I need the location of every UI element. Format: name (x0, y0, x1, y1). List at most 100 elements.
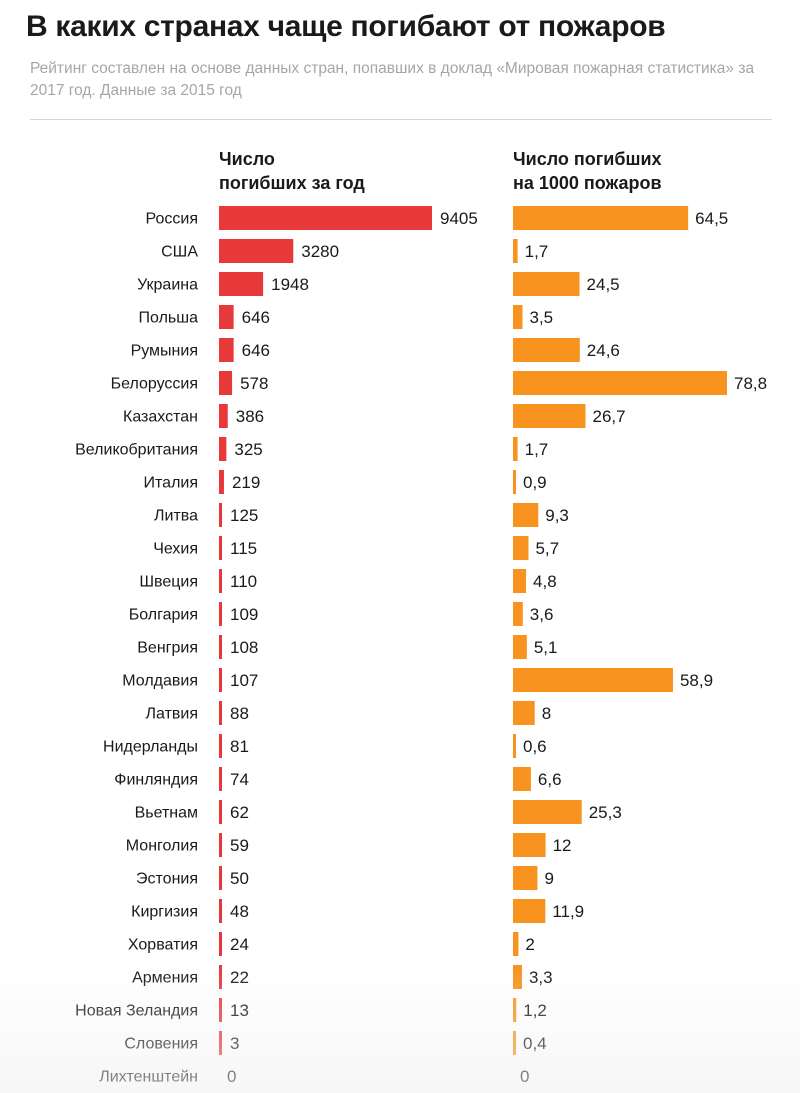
category-label: Молдавия (122, 673, 198, 690)
deaths-bar (219, 206, 432, 230)
chart-row: Киргизия 48 11,9 (131, 899, 584, 923)
category-label: Польша (139, 310, 199, 327)
deaths-bar (219, 998, 222, 1022)
deaths-value-label: 48 (230, 902, 249, 921)
chart-row: Великобритания 325 1,7 (75, 437, 548, 461)
rate-bar (513, 272, 580, 296)
rate-value-label: 25,3 (589, 803, 622, 822)
category-label: Эстония (136, 871, 198, 888)
chart-row: Эстония 50 9 (136, 866, 554, 890)
rate-value-label: 26,7 (593, 407, 626, 426)
deaths-value-label: 646 (242, 341, 270, 360)
rate-bar (513, 635, 527, 659)
deaths-value-label: 110 (230, 572, 257, 591)
rate-bar (513, 239, 518, 263)
rate-value-label: 9,3 (545, 506, 569, 525)
deaths-bar (219, 536, 222, 560)
deaths-value-label: 88 (230, 704, 249, 723)
category-label: Новая Зеландия (75, 1003, 198, 1020)
deaths-bar (219, 701, 222, 725)
category-label: Чехия (153, 541, 198, 558)
chart-row: Белоруссия 578 78,8 (111, 371, 767, 395)
category-label: Финляндия (114, 772, 198, 789)
chart-row: Италия 219 0,9 (144, 470, 547, 494)
rate-value-label: 58,9 (680, 671, 713, 690)
rate-bar (513, 569, 527, 593)
deaths-value-label: 62 (230, 803, 249, 822)
category-label: Венгрия (137, 640, 198, 657)
deaths-bar (219, 338, 234, 362)
chart-row: Украина 1948 24,5 (137, 272, 620, 296)
deaths-bar (219, 635, 222, 659)
rate-bar (513, 701, 535, 725)
column-header-rate-line-2: на 1000 пожаров (513, 173, 662, 193)
category-label: Белоруссия (111, 376, 198, 393)
deaths-value-label: 59 (230, 836, 249, 855)
deaths-bar (219, 932, 222, 956)
category-label: Вьетнам (135, 805, 198, 822)
deaths-value-label: 22 (230, 968, 249, 987)
rate-bar (513, 305, 523, 329)
deaths-value-label: 9405 (440, 209, 478, 228)
deaths-value-label: 50 (230, 869, 249, 888)
rate-value-label: 3,3 (529, 968, 553, 987)
deaths-bar (219, 899, 222, 923)
column-header-deaths-line-1: Число (219, 149, 275, 169)
rate-bar (513, 1031, 516, 1055)
column-header-deaths: Число погибших за год (219, 147, 365, 195)
column-header-deaths-line-2: погибших за год (219, 173, 365, 193)
deaths-value-label: 125 (230, 506, 258, 525)
deaths-value-label: 386 (236, 407, 264, 426)
category-label: Киргизия (131, 904, 198, 921)
rate-bar (513, 536, 529, 560)
rate-bar (513, 965, 522, 989)
deaths-value-label: 3 (230, 1034, 239, 1053)
deaths-bar (219, 833, 222, 857)
chart-row: Хорватия 24 2 (128, 932, 535, 956)
deaths-bar (219, 569, 222, 593)
deaths-bar (219, 404, 228, 428)
rate-value-label: 3,5 (530, 308, 554, 327)
deaths-bar (219, 767, 222, 791)
column-header-rate-line-1: Число погибших (513, 149, 662, 169)
deaths-value-label: 1948 (271, 275, 309, 294)
rate-bar (513, 668, 673, 692)
deaths-bar (219, 371, 233, 395)
category-label: Украина (137, 277, 198, 294)
category-label: Хорватия (128, 937, 198, 954)
category-label: Швеция (139, 574, 198, 591)
chart-row: Молдавия 107 58,9 (122, 668, 713, 692)
deaths-value-label: 646 (242, 308, 270, 327)
deaths-bar (219, 668, 222, 692)
deaths-bar (219, 734, 222, 758)
deaths-bar (219, 1031, 222, 1055)
divider-line (30, 119, 772, 120)
deaths-value-label: 325 (234, 440, 262, 459)
rate-value-label: 9 (544, 869, 553, 888)
rate-bar (513, 437, 518, 461)
rate-bar (513, 602, 523, 626)
rate-bar (513, 932, 519, 956)
rate-value-label: 64,5 (695, 209, 728, 228)
deaths-value-label: 0 (227, 1067, 236, 1086)
rate-bar (513, 767, 531, 791)
deaths-value-label: 578 (240, 374, 268, 393)
rate-bar (513, 998, 517, 1022)
deaths-value-label: 107 (230, 671, 258, 690)
rate-value-label: 2 (525, 935, 534, 954)
category-label: Лихтенштейн (99, 1069, 198, 1086)
rate-bar (513, 833, 546, 857)
category-label: Литва (154, 508, 198, 525)
deaths-bar (219, 470, 224, 494)
deaths-bar (219, 272, 264, 296)
chart-row: Финляндия 74 6,6 (114, 767, 562, 791)
deaths-bar (219, 800, 222, 824)
rate-bar (513, 800, 582, 824)
rate-value-label: 11,9 (552, 902, 584, 921)
deaths-bar (219, 239, 294, 263)
category-label: США (161, 244, 198, 261)
category-label: Великобритания (75, 442, 198, 459)
rate-value-label: 4,8 (533, 572, 557, 591)
rate-value-label: 1,7 (525, 440, 549, 459)
